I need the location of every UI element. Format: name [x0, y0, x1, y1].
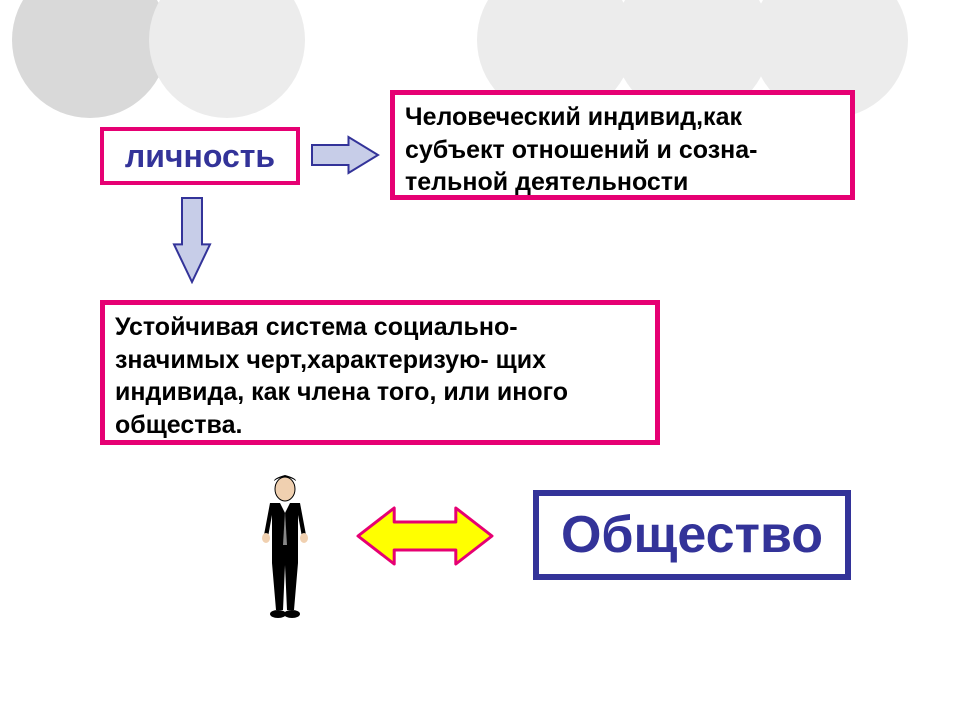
personality-box: личность	[100, 127, 300, 185]
arrow-right	[310, 135, 380, 175]
person-icon	[250, 475, 320, 620]
definition2-text: Устойчивая система социально- значимых ч…	[115, 311, 645, 441]
definition2-box: Устойчивая система социально- значимых ч…	[100, 300, 660, 445]
bg-circle-1	[12, 0, 168, 118]
arrow-double	[355, 505, 495, 567]
personality-label: личность	[125, 138, 275, 175]
definition1-text: Человеческий индивид,как субъект отношен…	[405, 101, 840, 199]
society-box: Общество	[533, 490, 851, 580]
definition1-box: Человеческий индивид,как субъект отношен…	[390, 90, 855, 200]
society-label: Общество	[561, 505, 823, 565]
bg-circle-2	[149, 0, 305, 118]
arrow-down	[172, 196, 212, 284]
